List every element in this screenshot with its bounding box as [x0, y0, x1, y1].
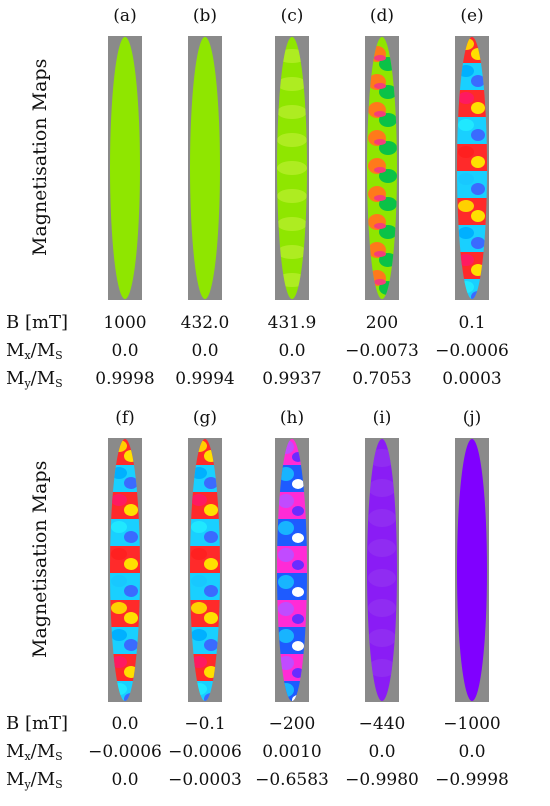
value-b-g: −0.1: [184, 714, 226, 734]
panel-label-c: (c): [280, 6, 304, 26]
row-label-mx-top: Mx/MS: [6, 340, 63, 362]
magnetisation-map-bottom-3: [365, 438, 399, 702]
value-b-e: 0.1: [458, 313, 486, 333]
value-b-c: 431.9: [267, 313, 317, 333]
map-container-j: [455, 438, 489, 706]
value-mx-h: 0.0010: [262, 742, 322, 762]
value-mx-f: −0.0006: [88, 742, 162, 762]
value-my-g: −0.0003: [168, 770, 242, 790]
value-mx-i: 0.0: [368, 742, 396, 762]
row-label-b-bottom: B [mT]: [6, 713, 69, 734]
magnetisation-map-bottom-0: [108, 438, 142, 702]
value-my-b: 0.9994: [175, 369, 235, 389]
panel-label-e: (e): [460, 6, 484, 26]
magnetisation-map-top-0: [108, 36, 142, 300]
map-container-g: [188, 438, 222, 706]
value-my-f: 0.0: [111, 770, 139, 790]
panel-label-j: (j): [462, 408, 482, 428]
magnetisation-map-top-1: [188, 36, 222, 300]
map-container-e: [455, 36, 489, 304]
map-container-d: [365, 36, 399, 304]
map-container-f: [108, 438, 142, 706]
value-mx-c: 0.0: [278, 341, 306, 361]
value-my-d: 0.7053: [352, 369, 412, 389]
panel-label-d: (d): [369, 6, 395, 26]
panel-label-i: (i): [372, 408, 392, 428]
panel-label-f: (f): [115, 408, 135, 428]
map-container-c: [275, 36, 309, 304]
value-mx-e: −0.0006: [435, 341, 509, 361]
magnetisation-map-bottom-1: [188, 438, 222, 702]
value-mx-d: −0.0073: [345, 341, 419, 361]
value-mx-j: 0.0: [458, 742, 486, 762]
value-mx-a: 0.0: [111, 341, 139, 361]
magnetisation-map-bottom-4: [455, 438, 489, 702]
magnetisation-map-top-3: [365, 36, 399, 300]
value-my-a: 0.9998: [95, 369, 155, 389]
row-label-mx-bottom: Mx/MS: [6, 741, 63, 763]
value-my-i: −0.9980: [345, 770, 419, 790]
value-b-a: 1000: [103, 313, 147, 333]
panel-label-a: (a): [113, 6, 137, 26]
value-b-i: −440: [358, 714, 406, 734]
value-my-h: −0.6583: [255, 770, 329, 790]
value-mx-b: 0.0: [191, 341, 219, 361]
map-container-b: [188, 36, 222, 304]
panel-label-h: (h): [279, 408, 305, 428]
row-label-b-top: B [mT]: [6, 312, 69, 333]
value-b-d: 200: [365, 313, 399, 333]
row-label-my-bottom: My/MS: [6, 769, 63, 791]
value-mx-g: −0.0006: [168, 742, 242, 762]
value-b-j: −1000: [443, 714, 501, 734]
value-b-h: −200: [268, 714, 316, 734]
value-my-e: 0.0003: [442, 369, 502, 389]
y-axis-label-top: Magnetisation Maps: [29, 58, 51, 256]
map-container-a: [108, 36, 142, 304]
value-b-f: 0.0: [111, 714, 139, 734]
value-my-c: 0.9937: [262, 369, 322, 389]
panel-label-b: (b): [192, 6, 218, 26]
magnetisation-map-top-2: [275, 36, 309, 300]
value-b-b: 432.0: [180, 313, 230, 333]
map-container-i: [365, 438, 399, 706]
map-container-h: [275, 438, 309, 706]
panel-label-g: (g): [192, 408, 218, 428]
magnetisation-map-bottom-2: [275, 438, 309, 702]
row-label-my-top: My/MS: [6, 368, 63, 390]
value-my-j: −0.9998: [435, 770, 509, 790]
y-axis-label-bottom: Magnetisation Maps: [29, 460, 51, 658]
magnetisation-map-top-4: [455, 36, 489, 300]
